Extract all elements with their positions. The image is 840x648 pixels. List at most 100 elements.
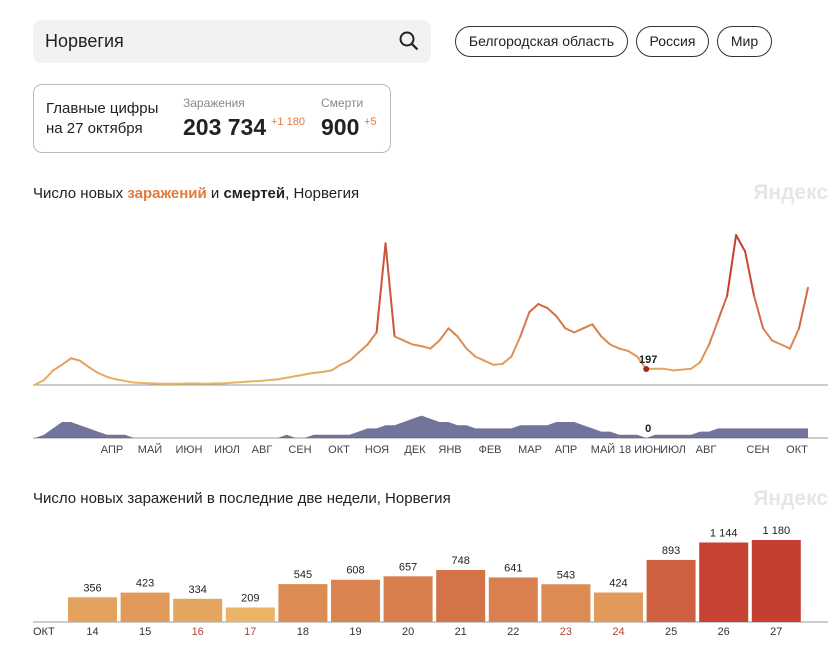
t2: заражений (127, 185, 207, 202)
cases-line-segment (321, 369, 333, 374)
deaths-delta: +5 (364, 116, 377, 128)
x-axis-month: ОКТ (33, 626, 55, 638)
bar[interactable] (541, 584, 591, 622)
cases-line-segment (402, 339, 414, 346)
cases-line-segment (393, 335, 405, 342)
cases-line-segment (411, 343, 423, 348)
bar-value-label: 893 (662, 545, 680, 557)
bar[interactable] (68, 597, 117, 622)
bar-category-label: 23 (560, 626, 572, 638)
bar[interactable] (594, 592, 643, 622)
cases-line-segment (258, 379, 270, 382)
search-input[interactable]: Норвегия (45, 31, 124, 51)
cases-line-segment (546, 307, 558, 318)
cases-line-segment (780, 343, 792, 350)
cases-line-segment (492, 362, 504, 366)
cases-line-segment (69, 357, 81, 362)
bar-category-label: 26 (718, 626, 730, 638)
cases-line-segment (240, 380, 252, 384)
bar-value-label: 543 (557, 569, 575, 581)
cases-line-segment (573, 327, 585, 334)
cases-line-segment (798, 286, 809, 330)
bar-value-label: 545 (294, 569, 312, 581)
bar[interactable] (699, 542, 749, 622)
bar[interactable] (751, 539, 801, 622)
cases-line-segment (771, 339, 783, 346)
x-tick-label: ЯНВ (438, 444, 461, 456)
x-tick-label: 18 ИЮН (619, 444, 661, 456)
x-tick-label: ОКТ (328, 444, 350, 456)
bar[interactable] (278, 584, 328, 622)
summary-label: Главные цифры на 27 октября (46, 99, 158, 139)
bar-value-label: 1 180 (763, 525, 791, 537)
x-tick-label: ИЮЛ (214, 444, 240, 456)
cases-line-segment (618, 347, 630, 352)
cases-line-segment (42, 369, 54, 382)
region-button-world[interactable]: Мир (717, 26, 772, 57)
bar-value-label: 334 (189, 584, 207, 596)
bar-value-label: 1 144 (710, 527, 738, 539)
cases-line-segment (663, 367, 675, 372)
cases-line-segment (681, 367, 693, 371)
cases-line-segment (267, 378, 279, 382)
search-box[interactable]: Норвегия (33, 20, 431, 63)
x-tick-label: АПР (101, 444, 123, 456)
summary-date: на 27 октября (46, 120, 143, 137)
x-tick-label: МАР (518, 444, 542, 456)
bar-value-label: 657 (399, 561, 417, 573)
bar[interactable] (436, 570, 486, 622)
cases-line-segment (276, 376, 288, 381)
cases-line-segment (708, 319, 720, 346)
bar-value-label: 423 (136, 578, 154, 590)
region-button-belgorod[interactable]: Белгородская область (455, 26, 628, 57)
x-tick-label: АПР (555, 444, 577, 456)
cases-line-segment (609, 343, 621, 350)
deaths-total: 900 (321, 114, 360, 140)
annotation-label: 0 (645, 423, 651, 435)
bar-value-label: 209 (241, 592, 259, 604)
bar-value-label: 748 (452, 555, 470, 567)
cases-line-segment (528, 303, 540, 314)
timeline-chart[interactable]: 197 0 АПР МАЙ ИЮН ИЮЛ АВГ СЕН ОКТ НОЯ ДЕК ЯНВ ФЕВ МАР… (0, 220, 840, 460)
cases-line-segment (726, 234, 738, 297)
chart1-title: Число новых заражений и смертей, Норвеги… (33, 185, 359, 202)
yandex-watermark-2: Яндекс (753, 487, 828, 510)
search-icon[interactable] (399, 31, 419, 51)
bar[interactable] (488, 577, 538, 622)
cases-line-segment (762, 327, 774, 342)
cases-delta: +1 180 (271, 116, 305, 128)
cases-line-segment (60, 357, 72, 366)
cases-line-segment (429, 339, 441, 350)
deaths-caption: Смерти (321, 96, 364, 110)
cases-line-segment (303, 371, 315, 376)
cases-line-segment (438, 327, 450, 342)
region-button-russia[interactable]: Россия (636, 26, 709, 57)
annotation-label: 197 (639, 354, 657, 366)
x-tick-label: ОКТ (786, 444, 808, 456)
bar[interactable] (331, 579, 380, 622)
bar-value-label: 356 (83, 582, 101, 594)
cases-line-segment (510, 335, 522, 358)
cases-line-segment (312, 371, 324, 374)
bar-value-label: 641 (504, 562, 522, 574)
bar[interactable] (173, 598, 223, 622)
cases-marker[interactable] (643, 366, 650, 373)
cases-line-segment (51, 363, 63, 372)
cases-line-segment (600, 335, 612, 346)
cases-line-segment (789, 327, 801, 350)
bar[interactable] (225, 607, 275, 622)
cases-line-segment (672, 368, 684, 372)
cases-line-segment (96, 371, 108, 378)
bar-category-label: 14 (86, 626, 98, 638)
x-tick-label: ИЮЛ (660, 444, 686, 456)
bar[interactable] (120, 592, 170, 622)
bar[interactable] (383, 576, 433, 622)
t5: , Норвегия (285, 185, 360, 202)
bar-value-label: 608 (346, 565, 364, 577)
cases-line-segment (105, 375, 117, 381)
cases-line-segment (447, 327, 459, 338)
cases-line-segment (384, 242, 396, 338)
bar[interactable] (646, 559, 696, 622)
x-tick-label: СЕН (288, 444, 311, 456)
t4: смертей (223, 185, 286, 202)
